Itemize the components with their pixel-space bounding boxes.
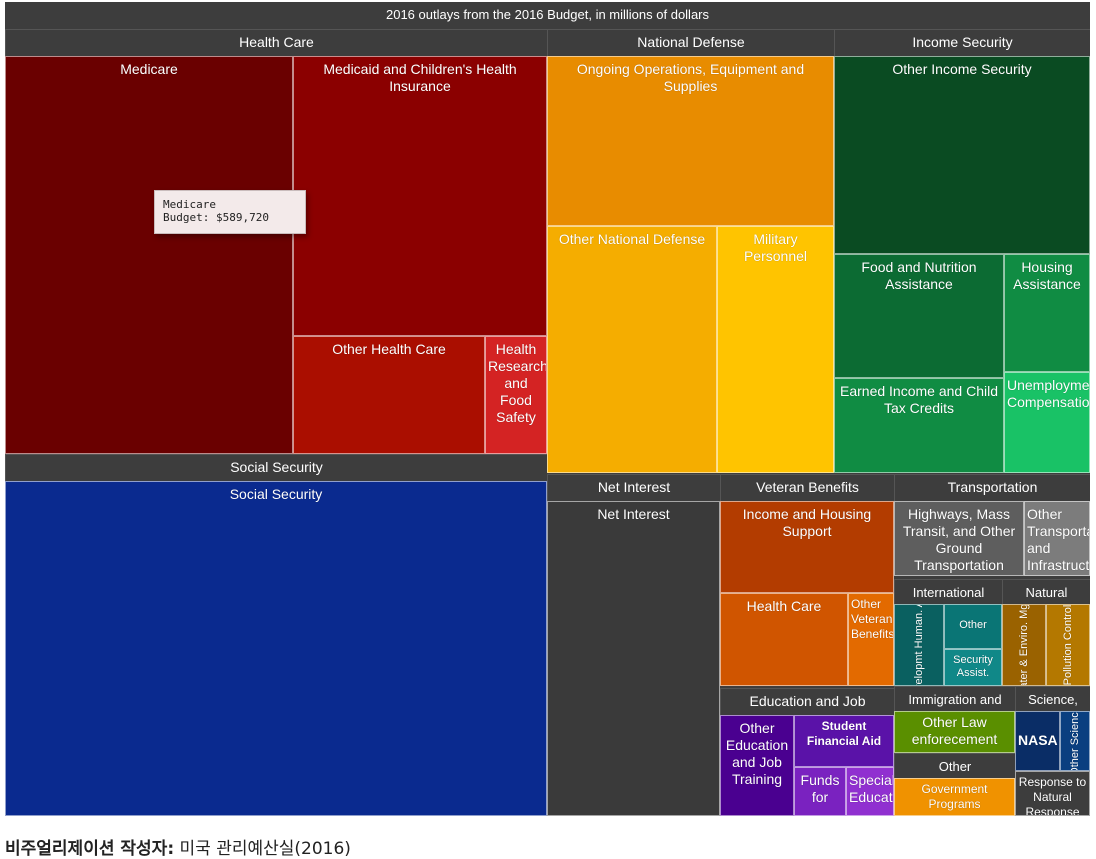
budget-treemap: 2016 outlays from the 2016 Budget, in mi… xyxy=(5,2,1090,816)
group-education-job[interactable]: Education and Job xyxy=(720,688,894,715)
group-transportation[interactable]: Transportation xyxy=(894,474,1090,501)
group-national-defense[interactable]: National Defense xyxy=(547,29,834,56)
tile-other-transportation[interactable]: Other Transportation and Infrastructure xyxy=(1024,501,1090,576)
tile-health-research[interactable]: Health Research and Food Safety xyxy=(485,336,547,454)
tile-other-veteran[interactable]: Other Veteran Benefits xyxy=(848,593,894,686)
group-science[interactable]: Science, xyxy=(1015,686,1090,711)
tile-eitc[interactable]: Earned Income and Child Tax Credits xyxy=(834,378,1004,473)
medicare-tooltip: Medicare Budget: $589,720 xyxy=(154,190,306,234)
group-income-security[interactable]: Income Security xyxy=(834,29,1090,56)
tile-security-assist[interactable]: Security Assist. xyxy=(944,649,1002,686)
tile-student-aid[interactable]: Student Financial Aid xyxy=(794,715,894,767)
group-net-interest[interactable]: Net Interest xyxy=(547,474,720,501)
tile-unemployment[interactable]: Unemployment Compensation xyxy=(1004,372,1090,473)
tile-funds-for[interactable]: Funds for xyxy=(794,767,846,816)
tile-other-national-defense[interactable]: Other National Defense xyxy=(547,226,717,473)
tile-medicare[interactable]: Medicare xyxy=(5,56,293,454)
group-immigration[interactable]: Immigration and xyxy=(894,686,1015,711)
tile-medicaid-chip[interactable]: Medicaid and Children's Health Insurance xyxy=(293,56,547,336)
tile-highways[interactable]: Highways, Mass Transit, and Other Ground… xyxy=(894,501,1024,576)
tile-other-education[interactable]: Other Education and Job Training xyxy=(720,715,794,816)
tile-housing-assistance[interactable]: Housing Assistance xyxy=(1004,254,1090,372)
group-health-care[interactable]: Health Care xyxy=(5,29,547,56)
tile-government-programs[interactable]: Government Programs xyxy=(894,778,1015,816)
tile-food-nutrition[interactable]: Food and Nutrition Assistance xyxy=(834,254,1004,378)
group-natural[interactable]: Natural xyxy=(1002,579,1090,604)
group-social-security[interactable]: Social Security xyxy=(5,454,547,481)
tile-income-housing-support[interactable]: Income and Housing Support xyxy=(720,501,894,593)
group-other[interactable]: Other xyxy=(894,753,1015,778)
group-international[interactable]: International xyxy=(894,579,1002,604)
tile-developmt-human-asst[interactable]: Developmt Human. Asst xyxy=(894,604,944,686)
caption-text: 미국 관리예산실(2016) xyxy=(174,839,351,859)
tile-response-natural[interactable]: Response to Natural Response xyxy=(1015,771,1090,816)
tile-pollution-control[interactable]: Pollution Control xyxy=(1046,604,1090,686)
tile-intl-other[interactable]: Other xyxy=(944,604,1002,649)
chart-title: 2016 outlays from the 2016 Budget, in mi… xyxy=(5,2,1090,28)
tile-water-enviro[interactable]: Water & Enviro. Mgmt xyxy=(1002,604,1046,686)
tile-military-personnel[interactable]: Military Personnel xyxy=(717,226,834,473)
tile-net-interest[interactable]: Net Interest xyxy=(547,501,720,816)
tile-other-law[interactable]: Other Law enforecement xyxy=(894,711,1015,753)
tile-nasa[interactable]: NASA xyxy=(1015,711,1060,771)
tile-ongoing-operations[interactable]: Ongoing Operations, Equipment and Suppli… xyxy=(547,56,834,226)
tooltip-budget: Budget: $589,720 xyxy=(163,211,269,224)
tile-social-security[interactable]: Social Security xyxy=(5,481,547,816)
tile-special-education[interactable]: Special Education xyxy=(846,767,894,816)
caption-bold: 비주얼리제이션 작성자: xyxy=(5,839,175,859)
tile-other-health-care[interactable]: Other Health Care xyxy=(293,336,485,454)
tile-vet-health-care[interactable]: Health Care xyxy=(720,593,848,686)
source-caption: 비주얼리제이션 작성자: 미국 관리예산실(2016) xyxy=(5,834,351,859)
tile-other-science[interactable]: Other Science xyxy=(1060,711,1090,771)
group-veteran-benefits[interactable]: Veteran Benefits xyxy=(720,474,894,501)
tile-other-income-security[interactable]: Other Income Security xyxy=(834,56,1090,254)
tooltip-title: Medicare xyxy=(163,198,216,211)
